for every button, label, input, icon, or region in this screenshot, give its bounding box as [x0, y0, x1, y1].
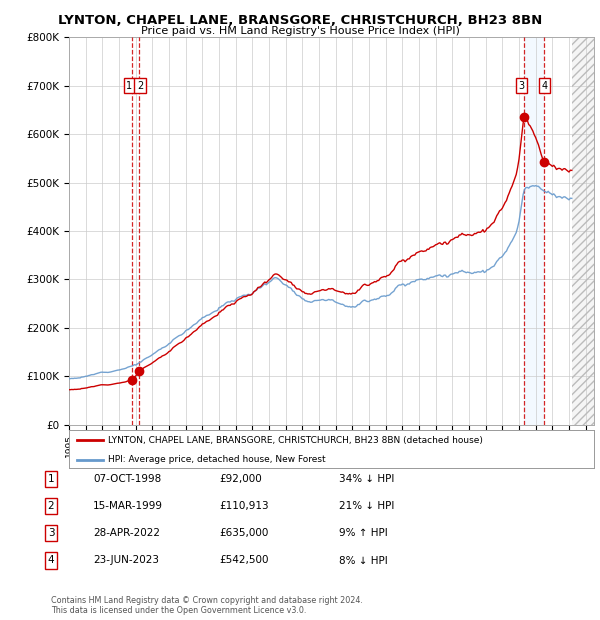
- Text: 2: 2: [137, 81, 143, 91]
- Text: 28-APR-2022: 28-APR-2022: [93, 528, 160, 538]
- Text: LYNTON, CHAPEL LANE, BRANSGORE, CHRISTCHURCH, BH23 8BN (detached house): LYNTON, CHAPEL LANE, BRANSGORE, CHRISTCH…: [109, 436, 483, 445]
- Text: 4: 4: [541, 81, 548, 91]
- Text: 15-MAR-1999: 15-MAR-1999: [93, 501, 163, 511]
- Text: £110,913: £110,913: [219, 501, 269, 511]
- Text: 21% ↓ HPI: 21% ↓ HPI: [339, 501, 394, 511]
- Text: 3: 3: [519, 81, 525, 91]
- Bar: [572, 37, 594, 425]
- Text: £635,000: £635,000: [219, 528, 268, 538]
- Text: 34% ↓ HPI: 34% ↓ HPI: [339, 474, 394, 484]
- Text: £92,000: £92,000: [219, 474, 262, 484]
- Text: 1: 1: [47, 474, 55, 484]
- Text: 8% ↓ HPI: 8% ↓ HPI: [339, 556, 388, 565]
- Text: 07-OCT-1998: 07-OCT-1998: [93, 474, 161, 484]
- Text: 2: 2: [47, 501, 55, 511]
- Text: 4: 4: [47, 556, 55, 565]
- Text: 9% ↑ HPI: 9% ↑ HPI: [339, 528, 388, 538]
- Text: Contains HM Land Registry data © Crown copyright and database right 2024.
This d: Contains HM Land Registry data © Crown c…: [51, 596, 363, 615]
- Text: LYNTON, CHAPEL LANE, BRANSGORE, CHRISTCHURCH, BH23 8BN: LYNTON, CHAPEL LANE, BRANSGORE, CHRISTCH…: [58, 14, 542, 27]
- Text: £542,500: £542,500: [219, 556, 269, 565]
- Text: HPI: Average price, detached house, New Forest: HPI: Average price, detached house, New …: [109, 455, 326, 464]
- Bar: [524, 37, 544, 425]
- Bar: [572, 37, 594, 425]
- Text: Price paid vs. HM Land Registry's House Price Index (HPI): Price paid vs. HM Land Registry's House …: [140, 26, 460, 36]
- Text: 1: 1: [126, 81, 133, 91]
- Text: 23-JUN-2023: 23-JUN-2023: [93, 556, 159, 565]
- Text: 3: 3: [47, 528, 55, 538]
